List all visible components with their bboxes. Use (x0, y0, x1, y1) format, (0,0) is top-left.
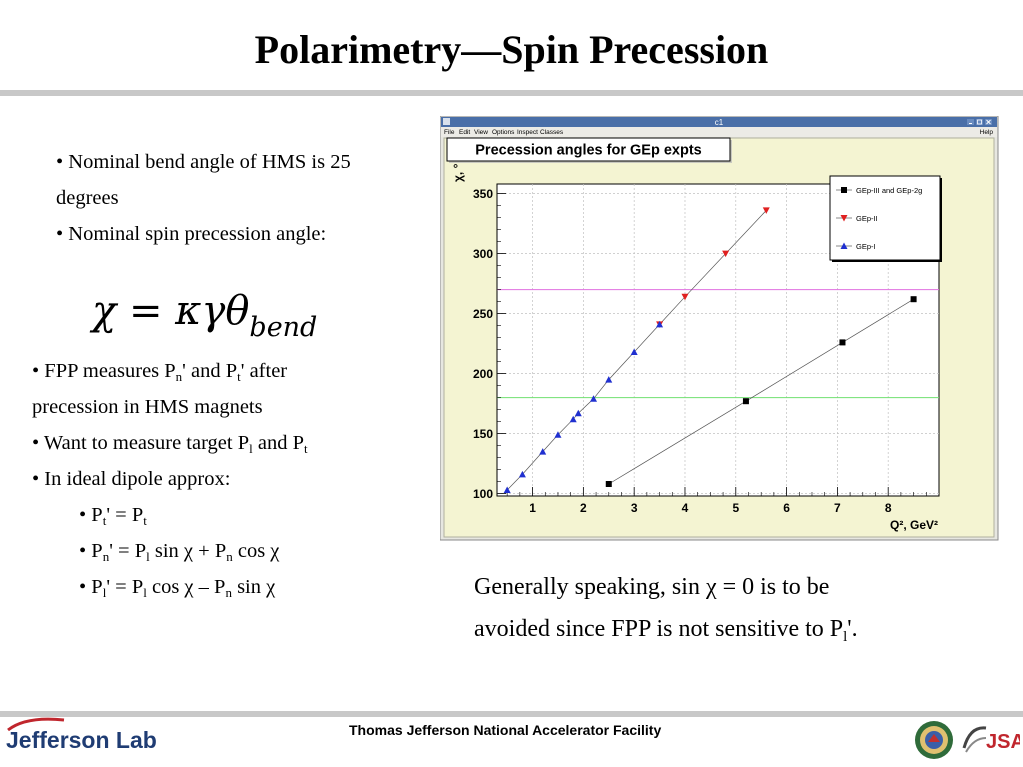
menu-item-help[interactable]: Help (980, 129, 994, 136)
maximize-button[interactable] (976, 119, 983, 125)
legend-marker (840, 215, 848, 222)
bullet-bend-angle: • Nominal bend angle of HMS is 25 (56, 151, 351, 173)
bullet-want: • Want to measure target Pl and Pt (32, 432, 308, 456)
x-tick-label: 1 (529, 501, 536, 515)
y-tick-label: 100 (473, 487, 493, 501)
equation-pl: • Pl' = Pl cos χ – Pn sin χ (79, 576, 276, 600)
conclusion-line-2: avoided since FPP is not sensitive to Pl… (474, 616, 858, 645)
data-point (910, 296, 917, 303)
bullet-precession-angle: • Nominal spin precession angle: (56, 223, 327, 245)
jefferson-lab-logo: Jefferson Lab (6, 727, 157, 753)
root-canvas-window: c1 File Edit View Options Inspect Classe… (440, 116, 999, 541)
data-point (539, 448, 547, 455)
data-point (630, 348, 638, 355)
data-point (722, 250, 730, 258)
close-button[interactable] (985, 119, 992, 125)
data-point (503, 486, 511, 493)
series-line (659, 210, 767, 325)
data-point (518, 470, 526, 478)
x-tick-label: 7 (834, 501, 841, 515)
legend-label: GEp-III and GEp-2g (856, 186, 922, 195)
data-point (554, 431, 562, 438)
x-axis-label: Q², GeV² (890, 518, 938, 532)
window-titlebar (441, 117, 997, 127)
data-point (762, 207, 770, 214)
bullet-fpp: • FPP measures Pn' and Pt' after (32, 360, 288, 384)
legend: GEp-III and GEp-2g GEp-II GEp-I (829, 175, 942, 262)
legend-label: GEp-II (856, 214, 878, 223)
x-tick-label: 5 (732, 501, 739, 515)
bullet-bend-angle-cont: degrees (56, 187, 119, 209)
menu-item-options[interactable]: Options (492, 129, 515, 136)
jefferson-lab-swoosh-icon (7, 717, 65, 732)
data-point (590, 395, 598, 402)
data-point (681, 293, 689, 301)
y-tick-label: 150 (473, 427, 493, 441)
data-point (742, 398, 749, 405)
data-point (569, 415, 577, 423)
y-tick-label: 200 (473, 367, 493, 381)
data-point (839, 339, 846, 346)
data-point (605, 481, 612, 487)
y-tick-label: 300 (473, 247, 493, 261)
window-app-icon (443, 118, 450, 125)
reference-lines (497, 289, 939, 399)
menu-item-file[interactable]: File (444, 129, 455, 136)
chart-title: Precession angles for GEp expts (475, 143, 701, 159)
chart-title-box (446, 137, 731, 162)
menu-item-edit[interactable]: Edit (459, 129, 470, 136)
data-point (656, 320, 664, 328)
equation-pt: • Pt' = Pt (79, 504, 147, 528)
menu-bar (441, 127, 997, 137)
minimize-button[interactable] (967, 119, 974, 125)
legend-label: GEp-I (856, 242, 876, 251)
x-tick-label: 8 (885, 501, 892, 515)
data-point (605, 376, 613, 383)
jsa-logo-text: JSA (986, 731, 1020, 753)
doe-seal-icon (915, 721, 953, 759)
precession-formula: χ = κγθbend (92, 288, 318, 343)
bullet-fpp-cont: precession in HMS magnets (32, 396, 263, 418)
footer-divider (0, 711, 1023, 717)
window-title: c1 (715, 118, 724, 127)
conclusion-note: Generally speaking, sin χ = 0 is to be a… (474, 566, 858, 650)
equation-pn: • Pn' = Pl sin χ + Pn cos χ (79, 540, 280, 564)
x-tick-label: 2 (580, 501, 587, 515)
series-line (608, 298, 914, 485)
title-divider (0, 90, 1023, 96)
legend-marker (840, 242, 848, 249)
bullet-dipole: • In ideal dipole approx: (32, 468, 231, 490)
y-axis-label: χ, ° (451, 163, 465, 182)
conclusion-line-1: Generally speaking, sin χ = 0 is to be (474, 574, 830, 600)
jsa-logo-icon: JSA (962, 726, 1020, 753)
y-tick-label: 350 (473, 187, 493, 201)
data-series (503, 207, 917, 493)
x-tick-label: 6 (783, 501, 790, 515)
axes: 1 2 3 4 5 6 7 8 100 150 200 250 300 350 (473, 187, 927, 515)
x-tick-label: 3 (631, 501, 638, 515)
footer-facility-name: Thomas Jefferson National Accelerator Fa… (349, 722, 662, 738)
menu-item-inspect[interactable]: Inspect (517, 129, 538, 136)
y-tick-label: 250 (473, 307, 493, 321)
slide-title: Polarimetry—Spin Precession (254, 27, 769, 72)
data-point (574, 409, 582, 417)
menu-item-view[interactable]: View (474, 129, 488, 136)
legend-marker (841, 187, 847, 193)
x-tick-label: 4 (682, 501, 689, 515)
menu-item-classes[interactable]: Classes (540, 129, 564, 136)
